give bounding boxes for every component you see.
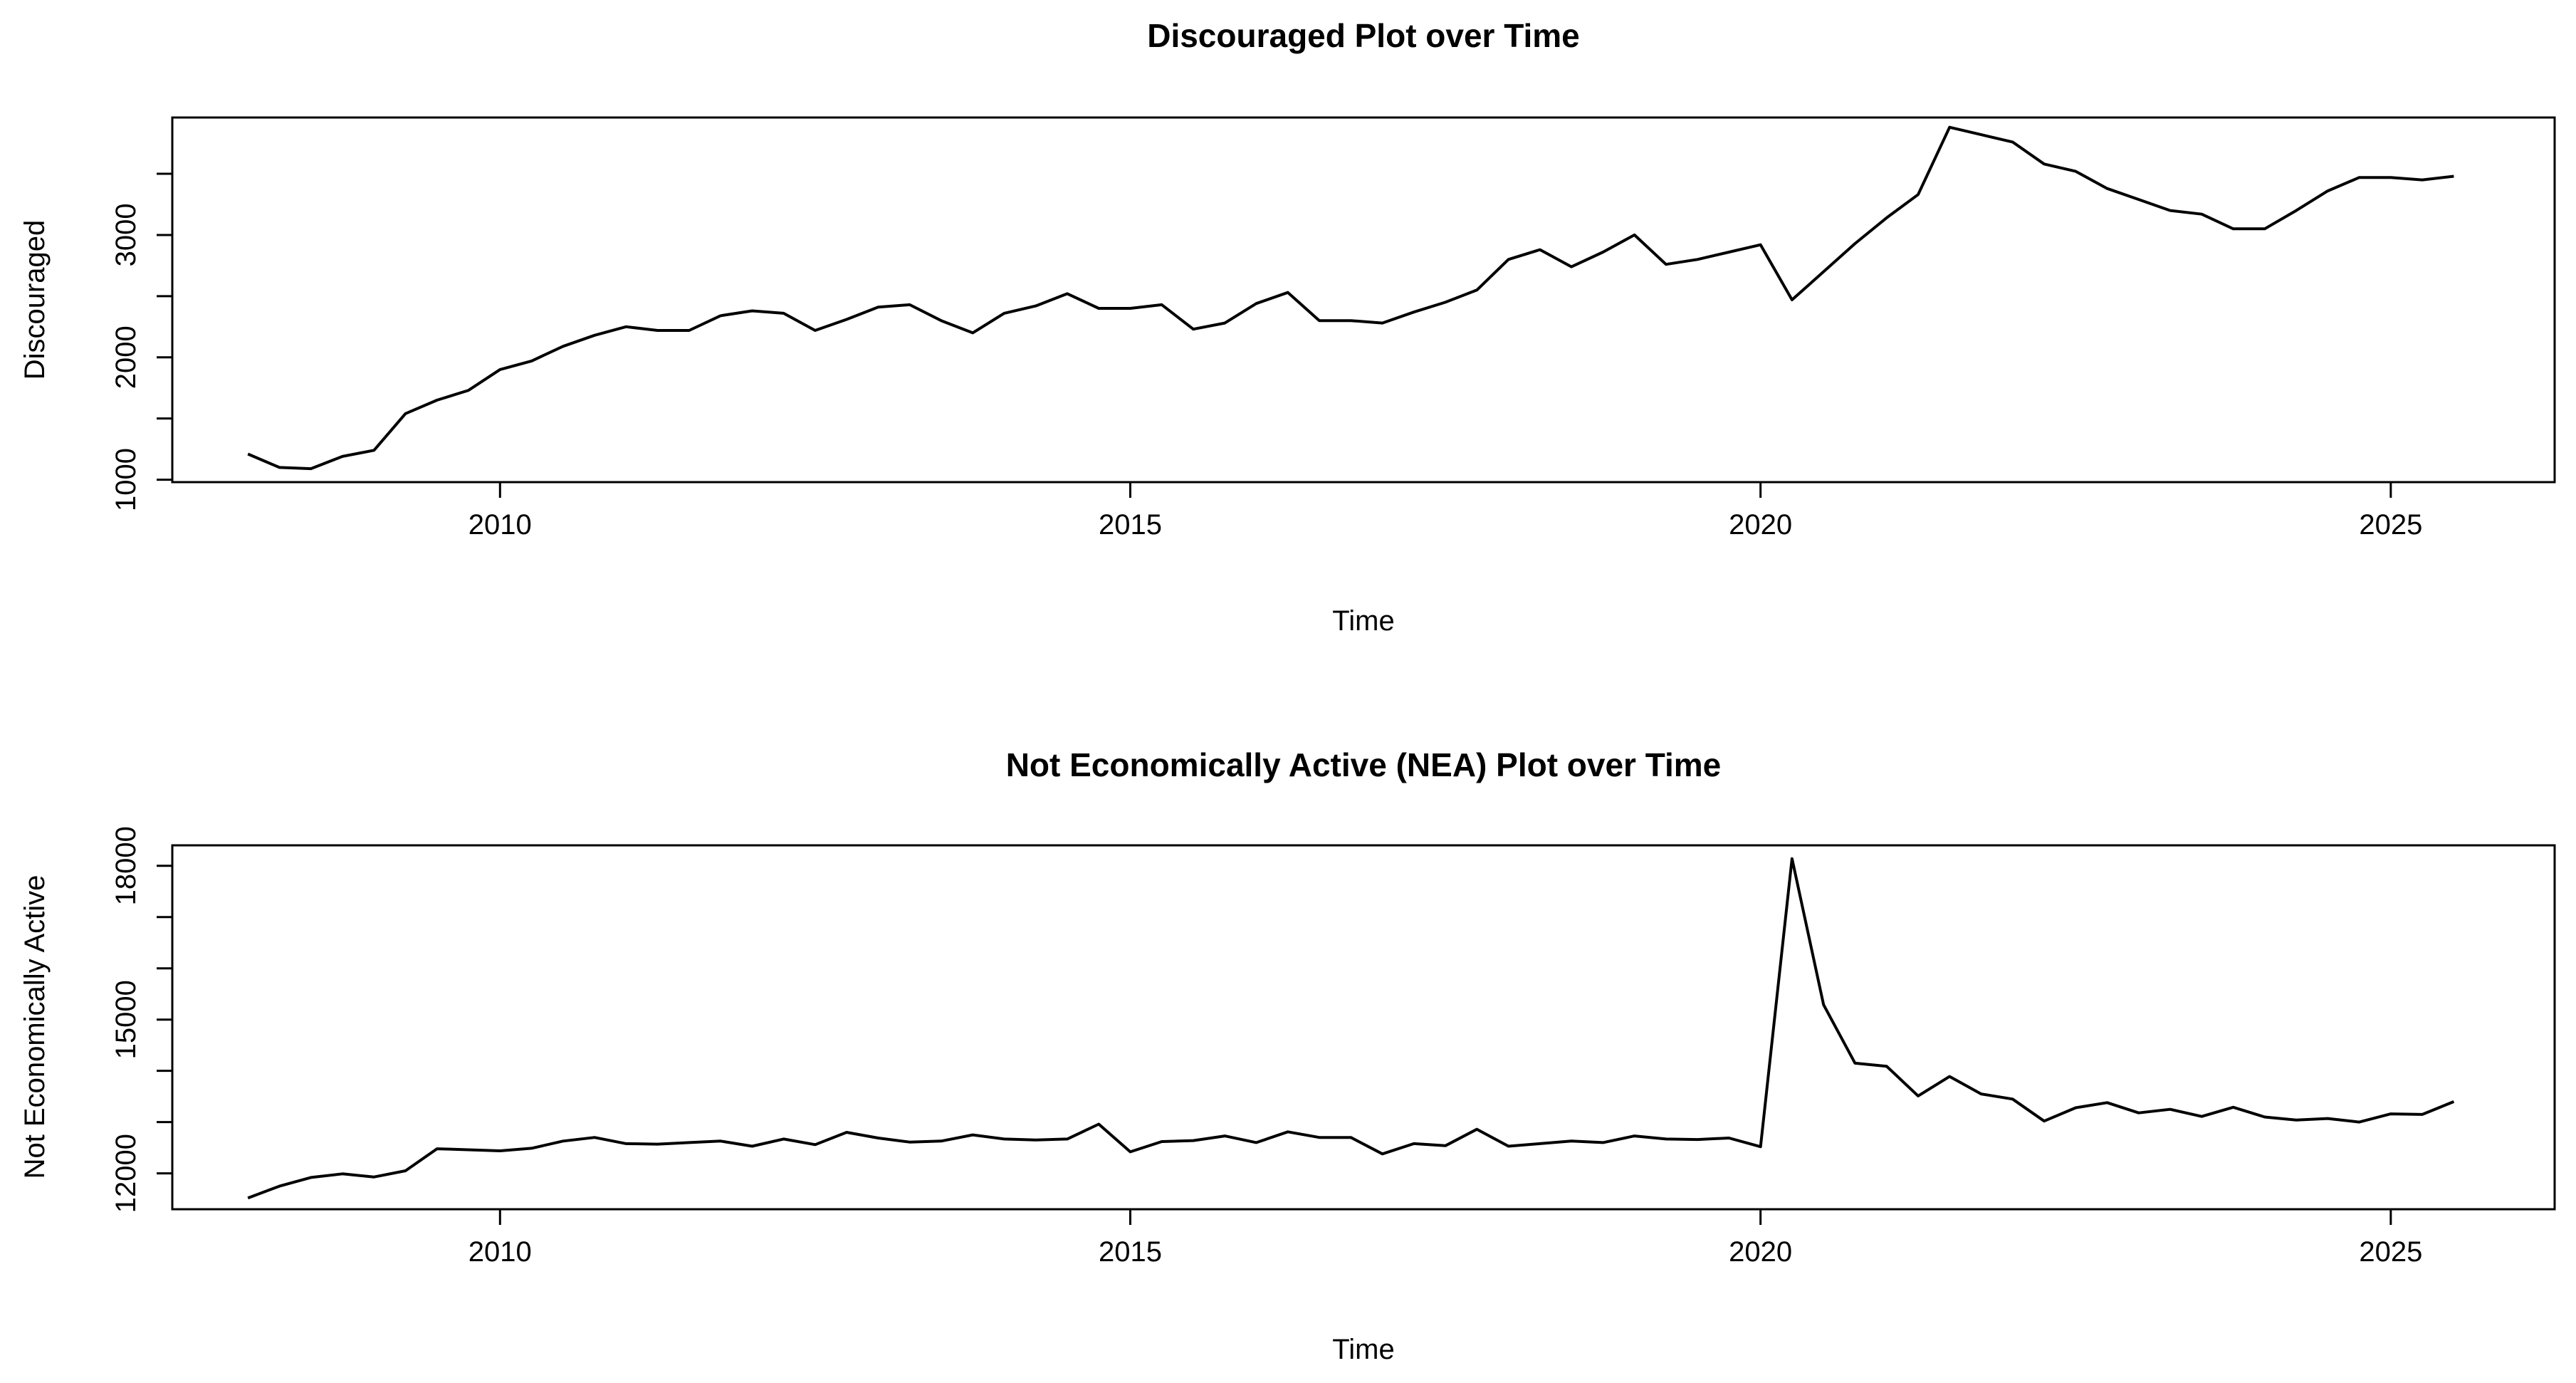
y-tick-label: 3000 <box>110 203 142 266</box>
x-tick-label: 2010 <box>468 509 532 541</box>
y-axis-label: Not Economically Active <box>19 875 51 1179</box>
chart-title: Not Economically Active (NEA) Plot over … <box>1006 746 1722 783</box>
plot-frame <box>171 844 2556 1211</box>
x-tick-label: 2025 <box>2359 1236 2422 1268</box>
x-tick-label: 2015 <box>1099 509 1162 541</box>
x-tick-label: 2020 <box>1729 509 1792 541</box>
y-tick-label: 2000 <box>110 325 142 389</box>
y-tick-label: 12000 <box>110 1134 142 1213</box>
chart-panel-discouraged: Discouraged Plot over Time 2010 2015 2020 2… <box>19 17 2556 637</box>
x-tick-label: 2010 <box>468 1236 532 1268</box>
x-tick-label: 2025 <box>2359 509 2422 541</box>
x-axis-label: Time <box>1332 1334 1394 1365</box>
series-line <box>247 857 2455 1200</box>
y-axis: 1000 2000 3000 <box>110 172 172 511</box>
x-axis-label: Time <box>1332 605 1394 637</box>
x-tick-label: 2020 <box>1729 1236 1792 1268</box>
x-axis: 2010 2015 2020 2025 <box>468 1209 2422 1268</box>
y-axis: 12000 15000 18000 <box>110 826 172 1213</box>
series-line <box>247 125 2454 471</box>
y-tick-label: 1000 <box>110 448 142 511</box>
x-axis: 2010 2015 2020 2025 <box>468 482 2422 541</box>
y-axis-label: Discouraged <box>19 220 51 380</box>
chart-title: Discouraged Plot over Time <box>1147 17 1580 54</box>
y-tick-label: 15000 <box>110 980 142 1059</box>
x-tick-label: 2015 <box>1099 1236 1162 1268</box>
plot-frame <box>171 116 2556 484</box>
y-tick-label: 18000 <box>110 826 142 905</box>
chart-panel-nea: Not Economically Active (NEA) Plot over … <box>19 746 2556 1365</box>
